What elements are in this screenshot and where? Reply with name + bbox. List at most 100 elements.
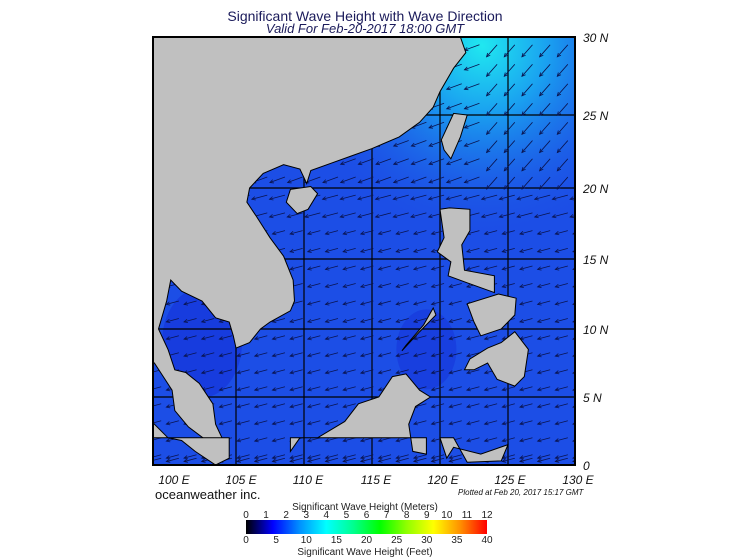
wave-direction-arrow [413,420,427,425]
arrow-head [521,185,526,190]
wave-direction-arrow [413,318,427,323]
arrow-head [554,301,560,306]
arrow-head [516,214,522,219]
wave-direction-arrow [431,369,445,374]
wave-direction-arrow [446,83,462,90]
wave-direction-arrow [219,369,233,374]
colorbar-meters-title: Significant Wave Height (Meters) [292,502,438,513]
wave-direction-arrow [464,44,480,51]
wave-direction-arrow [396,454,409,459]
wave-direction-arrow [325,437,339,442]
arrow-head [501,248,507,253]
arrow-head [306,353,312,358]
arrow-head [448,458,454,463]
wave-direction-arrow [413,300,427,305]
arrow-head [306,248,312,253]
wave-direction-arrow [413,352,427,357]
arrow-head [483,438,489,443]
arrow-head [271,438,277,443]
wave-direction-arrow [289,457,303,462]
arrow-head [342,301,348,306]
colorbar-feet-tick: 15 [330,535,342,546]
wave-direction-arrow [464,102,480,110]
wave-direction-arrow [449,300,462,305]
wave-direction-arrow [413,335,427,340]
arrow-head [448,421,454,426]
wave-direction-arrow [289,403,303,408]
arrow-head [498,196,504,201]
wave-direction-arrow [521,122,533,135]
wave-direction-arrow [428,176,445,183]
wave-direction-arrow [519,300,533,305]
arrow-head [427,196,433,201]
arrow-head [410,214,415,219]
lat-label: 10 N [583,323,609,337]
arrow-head [556,111,562,117]
wave-direction-arrow [375,194,392,200]
arrow-head [289,248,295,253]
land-visayas [466,293,517,337]
arrow-head [146,197,150,200]
wave-direction-arrow [219,352,233,357]
arrow-head [519,404,524,409]
arrow-head [165,438,171,443]
arrow-head [377,370,383,375]
wave-direction-arrow [272,386,286,391]
wave-direction-arrow [431,403,445,408]
wave-direction-arrow [428,158,445,165]
wave-direction-arrow [537,335,551,340]
wave-direction-arrow [269,194,286,200]
arrow-head [485,148,491,154]
arrow-head [289,370,295,375]
wave-direction-arrow [219,386,233,391]
arrow-head [253,336,259,341]
arrow-head [149,319,153,322]
arrow-head [483,266,489,271]
arrow-head [519,458,524,463]
wave-direction-arrow [325,230,339,235]
wave-direction-arrow [236,437,250,442]
wave-direction-arrow [552,212,568,218]
arrow-head [200,370,206,375]
wave-direction-arrow [254,335,268,340]
wave-direction-arrow [183,300,197,305]
wave-direction-arrow [466,265,480,270]
wave-direction-arrow [574,133,575,135]
colorbar-meters-tick: 7 [383,510,390,521]
arrow-head [377,318,383,324]
arrow-head [501,438,507,443]
wave-direction-arrow [431,457,445,462]
arrow-head [218,353,224,358]
wave-direction-arrow [325,265,339,270]
lat-label: 0 [583,459,590,473]
arrow-head [377,283,383,289]
wave-direction-arrow [431,386,445,391]
arrow-head [236,387,242,392]
arrow-head [306,231,312,236]
colorbar-meters-tick: 12 [481,510,493,521]
wave-direction-arrow [307,403,321,408]
colorbar-meters-tick: 11 [461,510,473,521]
arrow-head [359,387,365,392]
arrow-head [271,231,277,236]
wave-direction-arrow [358,158,374,165]
arrow-head [519,455,524,460]
wave-direction-arrow [499,194,515,200]
wave-direction-arrow [378,300,392,305]
arrow-head [359,266,365,271]
arrow-head [253,387,259,392]
arrow-head [463,105,469,110]
arrow-head [342,438,348,443]
wave-direction-arrow [411,158,427,165]
wave-direction-arrow [502,247,515,253]
wave-direction-arrow [254,454,268,459]
arrow-head [538,148,544,154]
arrow-head [253,353,259,358]
arrow-head [554,318,560,324]
arrow-head [463,86,469,91]
wave-direction-arrow [307,369,321,374]
wave-direction-arrow [484,247,498,253]
arrow-head [271,353,277,358]
arrow-head [556,185,562,190]
